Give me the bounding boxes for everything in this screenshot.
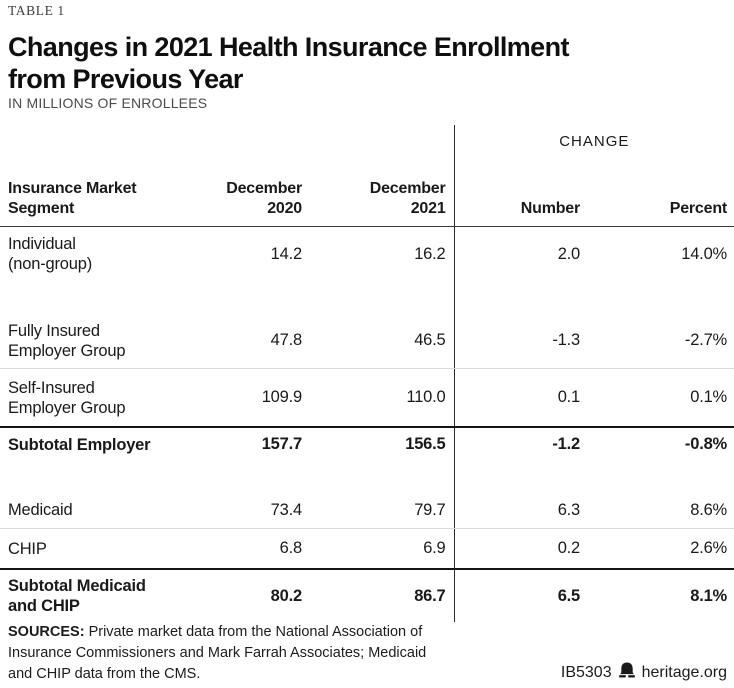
table-row-subtotal-employer: Subtotal Employer 157.7 156.5 -1.2 -0.8% (0, 426, 734, 461)
cell-change-percent: 14.0% (681, 244, 728, 263)
table-row-self-insured: Self-Insured Employer Group 109.9 110.0 … (0, 368, 734, 427)
footer-branding: IB5303 heritage.org (561, 662, 727, 683)
title-line-2: from Previous Year (8, 64, 243, 94)
row-label: Fully Insured Employer Group (0, 313, 160, 369)
cell-dec2021: 16.2 (414, 244, 446, 263)
spacer-row (0, 461, 734, 492)
cell-dec2020: 47.8 (160, 313, 310, 369)
spacer-row (0, 281, 734, 313)
cell-change-number: 6.3 (453, 492, 583, 529)
sources-line: and CHIP data from the CMS. (8, 666, 201, 682)
enrollment-table: CHANGE Insurance Market Segment December… (0, 125, 734, 622)
header-spacer-cell (0, 125, 454, 158)
cell-change-number: 0.2 (453, 528, 583, 569)
row-label: Subtotal Employer (0, 426, 160, 461)
figure-title: Changes in 2021 Health Insurance Enrollm… (8, 31, 726, 95)
cell-change-percent: 8.6% (582, 492, 734, 529)
cell-dec2021: 86.7 (310, 568, 455, 622)
table-row-chip: CHIP 6.8 6.9 0.2 2.6% (0, 528, 734, 569)
cell-change-number: -1.2 (453, 426, 583, 461)
row-label: Individual (non-group) (8, 235, 93, 273)
col-header-number: Number (453, 158, 583, 227)
col-header-dec2021: December 2021 (310, 158, 455, 227)
cell-dec2020: 6.8 (279, 539, 303, 557)
table-row-fully-insured: Fully Insured Employer Group 47.8 46.5 -… (0, 313, 734, 369)
cell-dec2020: 109.9 (261, 388, 302, 406)
row-label: CHIP (8, 539, 47, 558)
cell-dec2021: 79.7 (310, 492, 455, 529)
sources-label: SOURCES: (8, 624, 85, 640)
document-id: IB5303 (560, 663, 612, 681)
change-group-header-row: CHANGE (0, 125, 734, 158)
cell-change-percent: -0.8% (582, 426, 734, 461)
cell-change-percent: -2.7% (582, 313, 734, 369)
cell-dec2021: 156.5 (310, 426, 455, 461)
cell-dec2020: 157.7 (160, 426, 310, 461)
figure-subtitle: IN MILLIONS OF ENROLLEES (8, 95, 208, 111)
cell-dec2021: 6.9 (423, 539, 446, 557)
table-row-subtotal-medicaid-chip: Subtotal Medicaid and CHIP 80.2 86.7 6.5… (0, 568, 734, 622)
col-header-percent: Percent (582, 158, 734, 227)
col-header-dec2020: December 2020 (160, 158, 310, 227)
cell-change-percent: 0.1% (690, 388, 728, 406)
liberty-bell-icon (618, 662, 636, 683)
col-header-segment: Insurance Market Segment (0, 158, 160, 227)
cell-dec2021: 110.0 (406, 388, 446, 406)
cell-change-number: 0.1 (453, 368, 583, 427)
site-name: heritage.org (641, 663, 727, 681)
title-line-1: Changes in 2021 Health Insurance Enrollm… (8, 32, 569, 62)
cell-change-number: 6.5 (453, 568, 583, 622)
cell-dec2020: 73.4 (160, 492, 310, 529)
column-header-row: Insurance Market Segment December 2020 D… (0, 158, 734, 227)
table-row-individual: Individual (non-group) 14.2 16.2 2.0 14.… (0, 226, 734, 281)
cell-dec2020: 80.2 (160, 568, 310, 622)
row-label: Subtotal Medicaid and CHIP (0, 568, 160, 622)
cell-change-percent: 2.6% (690, 539, 728, 557)
row-label: Medicaid (0, 492, 160, 529)
cell-change-number: -1.3 (453, 313, 583, 369)
sources-line: SOURCES: Private market data from the Na… (8, 624, 423, 640)
sources-line: Insurance Commissioners and Mark Farrah … (8, 645, 427, 661)
cell-change-number: 2.0 (453, 226, 583, 281)
cell-dec2020: 14.2 (270, 244, 303, 263)
table-row-medicaid: Medicaid 73.4 79.7 6.3 8.6% (0, 492, 734, 529)
sources-note: SOURCES: Private market data from the Na… (8, 622, 438, 685)
change-group-label: CHANGE (453, 125, 734, 158)
cell-change-percent: 8.1% (582, 568, 734, 622)
row-label: Self-Insured Employer Group (8, 378, 126, 417)
table-number-tag: TABLE 1 (8, 3, 65, 18)
cell-dec2021: 46.5 (310, 313, 455, 369)
